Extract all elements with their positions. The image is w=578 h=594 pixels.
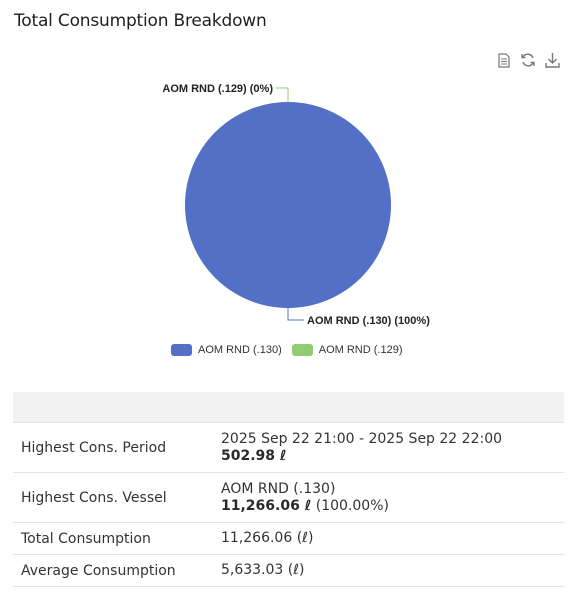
vessel-percent: (100.00%) — [311, 497, 389, 514]
legend-swatch-130 — [171, 344, 192, 356]
legend-swatch-129 — [291, 344, 313, 356]
period-amount: 502.98 ℓ — [221, 447, 287, 464]
row-value: AOM RND (.130) 11,266.06 ℓ (100.00%) — [221, 473, 564, 522]
summary-header — [13, 392, 564, 422]
row-value: 5,633.03 (ℓ) — [221, 555, 564, 586]
legend-label-129: AOM RND (.129) — [318, 344, 403, 356]
pie-slice[interactable] — [185, 102, 391, 308]
row-label: Highest Cons. Period — [21, 439, 167, 456]
table-row: Average Consumption 5,633.03 (ℓ) — [13, 554, 564, 587]
pie-chart: AOM RND (.130) (100%) AOM RND (.129) (0%) — [162, 83, 430, 327]
slice-label: AOM RND (.129) (0%) — [162, 83, 273, 95]
vessel-name: AOM RND (.130) — [221, 480, 336, 497]
average-consumption-value: 5,633.03 (ℓ) — [221, 562, 305, 578]
download-icon[interactable] — [544, 51, 560, 69]
summary-table: Highest Cons. Period 2025 Sep 22 21:00 -… — [13, 392, 564, 587]
period-range: 2025 Sep 22 21:00 - 2025 Sep 22 22:00 — [221, 430, 503, 447]
row-label: Highest Cons. Vessel — [21, 489, 167, 506]
page-title: Total Consumption Breakdown — [14, 11, 267, 31]
total-consumption-value: 11,266.06 (ℓ) — [221, 530, 314, 546]
slice-label: AOM RND (.130) (100%) — [307, 315, 430, 327]
leader-line — [287, 308, 304, 321]
row-value: 11,266.06 (ℓ) — [221, 523, 564, 554]
row-label: Average Consumption — [21, 562, 176, 579]
leader-line — [276, 87, 289, 102]
row-value: 2025 Sep 22 21:00 - 2025 Sep 22 22:00 50… — [221, 423, 564, 472]
legend-item-129[interactable]: AOM RND (.129) — [291, 344, 403, 356]
document-icon[interactable] — [496, 51, 512, 69]
legend-label-130: AOM RND (.130) — [198, 344, 282, 356]
table-row: Total Consumption 11,266.06 (ℓ) — [13, 522, 564, 554]
table-row: Highest Cons. Vessel AOM RND (.130) 11,2… — [13, 472, 564, 522]
refresh-icon[interactable] — [520, 51, 536, 69]
legend-item-130[interactable]: AOM RND (.130) — [171, 344, 282, 356]
row-label: Total Consumption — [21, 530, 151, 547]
chart-legend: AOM RND (.130) AOM RND (.129) — [171, 344, 403, 356]
chart-toolbar — [496, 51, 560, 69]
vessel-amount: 11,266.06 ℓ — [221, 497, 312, 514]
table-row: Highest Cons. Period 2025 Sep 22 21:00 -… — [13, 422, 564, 472]
